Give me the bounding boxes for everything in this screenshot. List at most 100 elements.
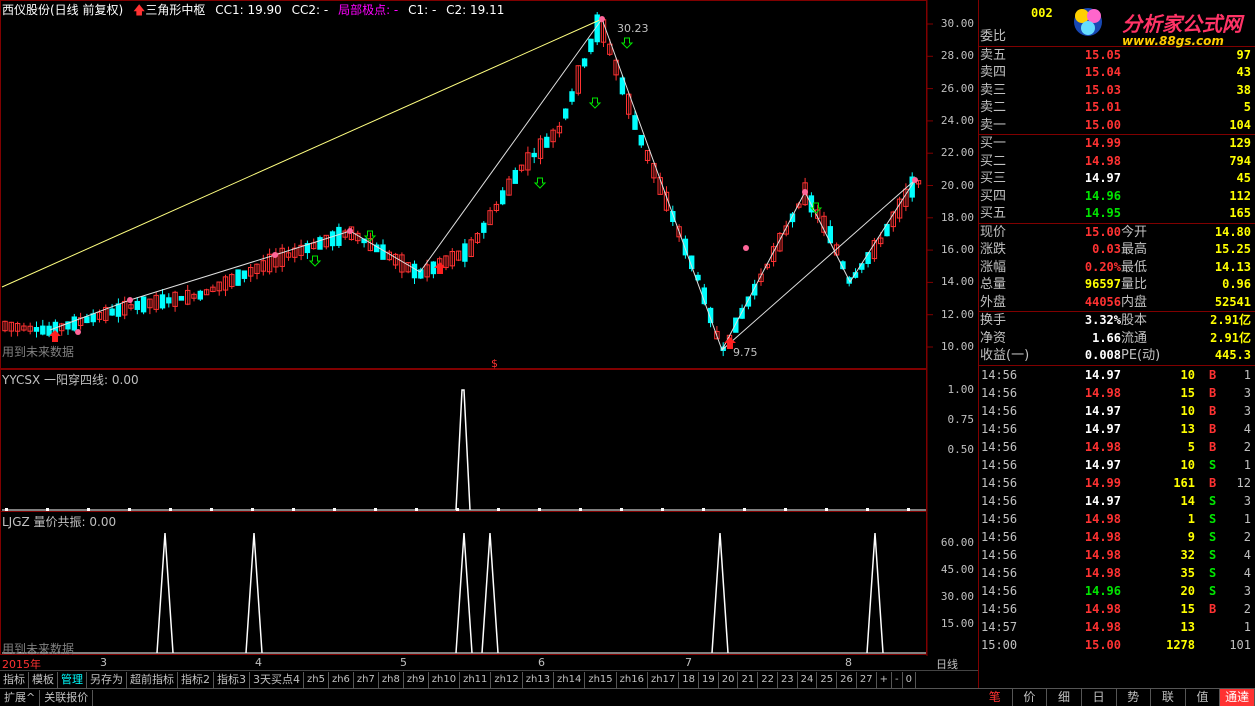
bid-row[interactable]: 买三 14.97 45 [979, 170, 1255, 188]
indicator-tab[interactable]: 21 [738, 671, 759, 688]
tick-row[interactable]: 14:56 14.96 20 S 3 [979, 582, 1255, 600]
tick-row[interactable]: 14:56 14.98 5 B 2 [979, 438, 1255, 456]
quote-panel-tab[interactable]: 联 [1151, 689, 1186, 706]
indicator-tab[interactable]: zh6 [329, 671, 354, 688]
indicator-tab[interactable]: 指标2 [178, 671, 214, 688]
indicator-tab[interactable]: zh5 [304, 671, 329, 688]
tick-price: 14.98 [1084, 439, 1121, 454]
tick-row[interactable]: 14:56 14.97 13 B 4 [979, 420, 1255, 438]
bid-row[interactable]: 买一 14.99 129 [979, 135, 1255, 153]
ask-row[interactable]: 卖四 15.04 43 [979, 64, 1255, 82]
indicator-tab[interactable]: 24 [798, 671, 818, 688]
tick-row[interactable]: 14:56 14.98 32 S 4 [979, 546, 1255, 564]
indicator-tab[interactable]: 管理 [58, 671, 87, 688]
indicator-tab[interactable]: 19 [699, 671, 719, 688]
indicator-tab[interactable]: 18 [679, 671, 699, 688]
candle-body [304, 243, 311, 254]
tick-count: 3 [1243, 493, 1251, 508]
indicator-tab[interactable]: zh13 [523, 671, 555, 688]
tick-row[interactable]: 14:56 14.98 35 S 4 [979, 564, 1255, 582]
indicator-tab[interactable]: 另存为 [87, 671, 127, 688]
indicator-tab[interactable]: zh16 [617, 671, 648, 688]
candle-body [292, 247, 298, 258]
quote-value-2: 0.96 [1222, 277, 1251, 291]
ask-row[interactable]: 卖一 15.00 104 [979, 117, 1255, 135]
tick-row[interactable]: 14:56 14.98 15 B 2 [979, 600, 1255, 618]
quote-panel-tab[interactable]: 日 [1082, 689, 1117, 706]
bid-row[interactable]: 买五 14.95 165 [979, 205, 1255, 223]
related-quote-button[interactable]: 关联报价 [40, 689, 94, 706]
indicator-tab[interactable]: 0 [903, 671, 916, 688]
indicator-tab[interactable]: zh10 [429, 671, 461, 688]
quote-label-2: 内盘 [1121, 294, 1148, 310]
quote-panel-tab[interactable]: 通達信 [1220, 689, 1255, 706]
candle-body [147, 298, 153, 309]
indicator-tab[interactable]: 27 [857, 671, 877, 688]
chart-area[interactable]: 30.23 9.75 $ 西仪股份(日线 前复权) 🡅三角形中枢 CC1: 19.9… [0, 0, 978, 656]
tick-row[interactable]: 14:56 14.97 14 S 3 [979, 492, 1255, 510]
indicator-tab[interactable]: zh12 [491, 671, 523, 688]
indicator-tab[interactable]: 20 [719, 671, 739, 688]
candle-body [518, 164, 525, 171]
panel2-dot [5, 508, 8, 511]
tick-list[interactable]: 14:56 14.97 10 B 1 14:56 14.98 15 B 3 14:5… [979, 366, 1255, 654]
quote-panel-tab[interactable]: 值 [1186, 689, 1221, 706]
tick-row[interactable]: 14:56 14.99 161 B 12 [979, 474, 1255, 492]
indicator-tab[interactable]: 26 [837, 671, 857, 688]
tick-row[interactable]: 14:56 14.97 10 B 3 [979, 402, 1255, 420]
tick-count: 4 [1243, 565, 1251, 580]
indicator-tab[interactable]: 25 [817, 671, 838, 688]
indicator-tab[interactable]: zh7 [354, 671, 379, 688]
bid-row[interactable]: 买二 14.98 794 [979, 153, 1255, 171]
indicator-tab[interactable]: 指标 [0, 671, 29, 688]
tick-row[interactable]: 15:00 15.00 1278 101 [979, 636, 1255, 654]
tick-row[interactable]: 14:56 14.97 10 S 1 [979, 456, 1255, 474]
quote-panel-tab[interactable]: 笔 [978, 689, 1013, 706]
quote-panel-tab[interactable]: 细 [1047, 689, 1082, 706]
candle-body [745, 296, 752, 307]
candle-body [424, 264, 430, 278]
indicator-tab[interactable]: 23 [778, 671, 798, 688]
indicator-tab[interactable]: zh11 [460, 671, 492, 688]
panel3-title[interactable]: LJGZ 量价共振: 0.00 [2, 515, 117, 529]
indicator-tab[interactable]: - [892, 671, 903, 688]
tick-row[interactable]: 14:57 14.98 13 1 [979, 618, 1255, 636]
indicator-tab[interactable]: 3天买点4 [250, 671, 304, 688]
indicator-tab[interactable]: zh15 [585, 671, 617, 688]
stock-name[interactable]: 西仪股份(日线 前复权) [2, 3, 124, 17]
period-label[interactable]: 日线 [936, 658, 958, 671]
indicator-tab[interactable]: zh8 [379, 671, 404, 688]
kline-chart[interactable]: 30.23 9.75 $ [0, 0, 978, 656]
indicator-tab[interactable]: zh17 [648, 671, 680, 688]
tick-row[interactable]: 14:56 14.98 1 S 1 [979, 510, 1255, 528]
indicator-tab[interactable]: zh9 [404, 671, 429, 688]
indicator-name[interactable]: 三角形中枢 [145, 3, 206, 17]
quote-value: 96597 [1084, 277, 1121, 291]
indicator-tab[interactable]: 超前指标 [127, 671, 178, 688]
bid-row[interactable]: 买四 14.96 112 [979, 188, 1255, 206]
tick-row[interactable]: 14:56 14.98 9 S 2 [979, 528, 1255, 546]
candle-body [405, 262, 411, 273]
indicator-tab[interactable]: 指标3 [214, 671, 250, 688]
buy-arrow-icon [49, 330, 61, 342]
quote-value-2: 14.13 [1214, 259, 1251, 274]
candle-body [134, 300, 141, 310]
indicator-tab[interactable]: 模板 [29, 671, 58, 688]
indicator-tab[interactable]: 22 [758, 671, 778, 688]
expand-button[interactable]: 扩展^ [0, 689, 41, 706]
ask-row[interactable]: 卖二 15.01 5 [979, 99, 1255, 117]
panel2-title[interactable]: YYCSX 一阳穿四线: 0.00 [2, 373, 139, 387]
tick-row[interactable]: 14:56 14.98 15 B 3 [979, 384, 1255, 402]
ask-row[interactable]: 卖三 15.03 38 [979, 82, 1255, 100]
ask-row[interactable]: 卖五 15.05 97 [979, 47, 1255, 65]
tick-row[interactable]: 14:56 14.97 10 B 1 [979, 366, 1255, 384]
candle-body [500, 190, 506, 205]
cc2-value: CC2: - [291, 3, 329, 17]
quote-panel-tab[interactable]: 价 [1013, 689, 1048, 706]
indicator-tab[interactable]: zh14 [554, 671, 586, 688]
indicator-tab[interactable]: + [877, 671, 892, 688]
fund-value-2: 2.91亿 [1210, 330, 1251, 345]
candle-body [575, 65, 581, 94]
quote-value: 15.00 [1084, 224, 1121, 239]
quote-panel-tab[interactable]: 势 [1117, 689, 1152, 706]
